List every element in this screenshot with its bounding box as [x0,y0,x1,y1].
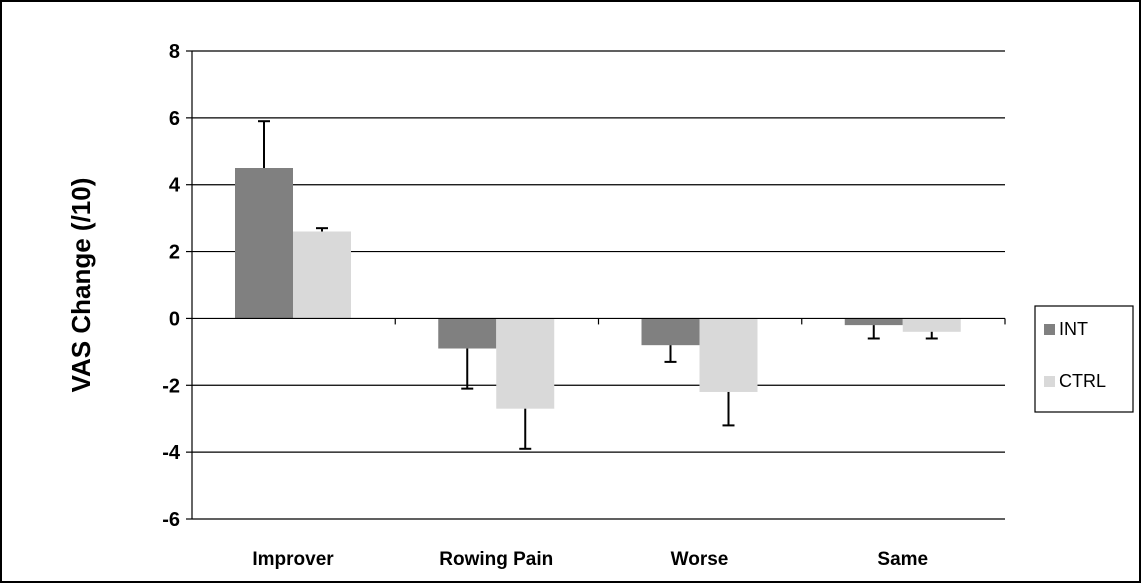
bar-ctrl [699,318,758,392]
legend-swatch-int [1044,324,1055,335]
y-tick-label: 4 [169,175,181,197]
bar-ctrl [902,318,961,332]
y-tick-label: -6 [162,509,180,531]
y-tick-label: 2 [169,242,180,264]
bar-int [235,168,293,319]
y-tick-label: 8 [169,41,180,63]
legend-label-int: INT [1059,319,1088,339]
y-tick-label: 6 [169,108,180,130]
x-category-label: Worse [671,549,729,570]
bar-ctrl [293,231,351,319]
bar-ctrl [496,318,555,409]
legend-swatch-ctrl [1044,376,1055,387]
bar-int [641,318,700,346]
axes [186,50,1006,520]
bar-int [844,318,903,326]
y-tick-label: 0 [169,308,180,330]
x-category-label: Rowing Pain [439,549,553,570]
y-tick-label: -2 [162,375,180,397]
y-tick-label: -4 [162,442,181,464]
x-category-label: Same [877,549,928,570]
y-axis-title: VAS Change (/10) [66,178,96,393]
bars [235,120,961,450]
bar-int [438,318,497,349]
axis-labels: 8 6 4 2 0 -2 -4 -6 Improver Rowing Pain Worse Same [162,41,928,570]
x-category-label: Improver [252,549,334,570]
legend: INT CTRL [1034,305,1134,413]
legend-box [1034,305,1134,413]
legend-label-ctrl: CTRL [1059,371,1106,391]
